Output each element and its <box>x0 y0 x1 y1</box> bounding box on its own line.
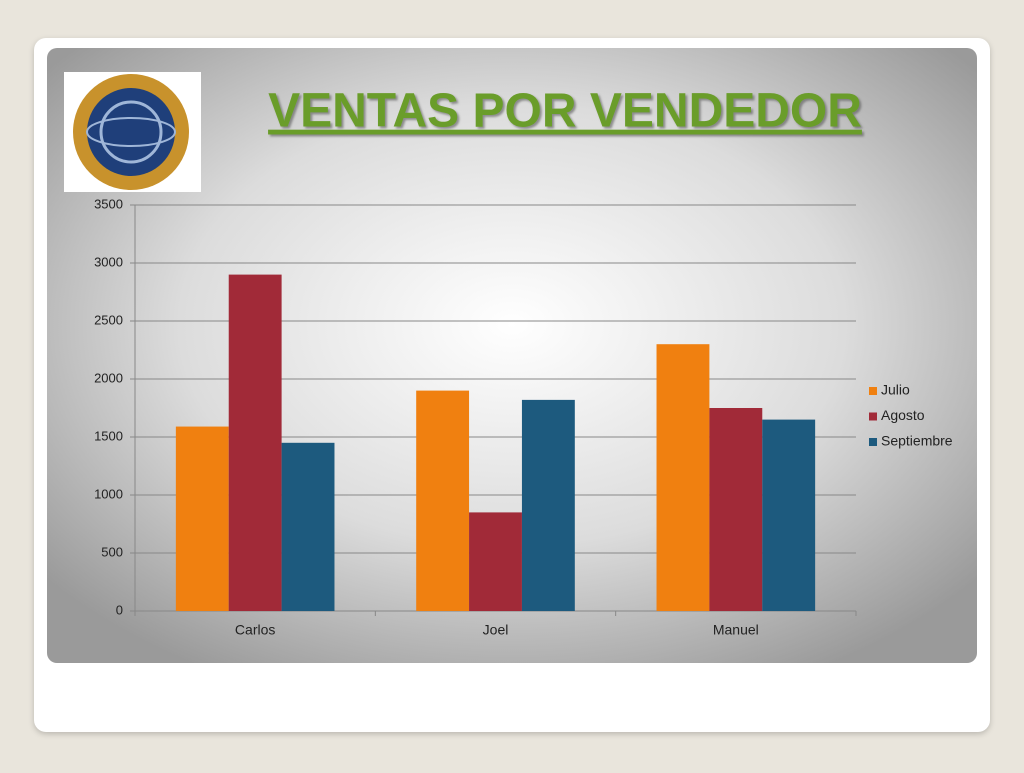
bar <box>175 426 229 611</box>
legend-label: Septiembre <box>881 433 953 449</box>
legend-swatch <box>869 412 877 421</box>
legend-swatch <box>869 438 877 446</box>
bar <box>709 408 763 611</box>
bar <box>656 344 710 611</box>
bar <box>281 442 335 611</box>
y-tick-label: 2000 <box>94 370 123 385</box>
y-tick-label: 1000 <box>94 486 123 501</box>
y-tick-label: 3500 <box>94 196 123 211</box>
y-tick-label: 3000 <box>94 254 123 269</box>
x-tick-label: Manuel <box>713 622 759 638</box>
y-tick-label: 500 <box>101 544 123 559</box>
bar <box>469 512 522 611</box>
legend-label: Agosto <box>881 407 925 423</box>
y-tick-label: 0 <box>116 602 123 617</box>
legend-label: Julio <box>881 382 910 398</box>
legend-swatch <box>869 387 877 395</box>
x-tick-label: Carlos <box>235 622 275 638</box>
x-tick-label: Joel <box>483 622 509 638</box>
bar <box>521 399 575 611</box>
logo <box>64 72 201 192</box>
chart-title: VENTAS POR VENDEDOR <box>268 85 862 138</box>
bar <box>416 390 470 611</box>
bar <box>762 419 816 611</box>
y-tick-label: 2500 <box>94 312 123 327</box>
bar <box>228 274 282 611</box>
y-tick-label: 1500 <box>94 428 123 443</box>
